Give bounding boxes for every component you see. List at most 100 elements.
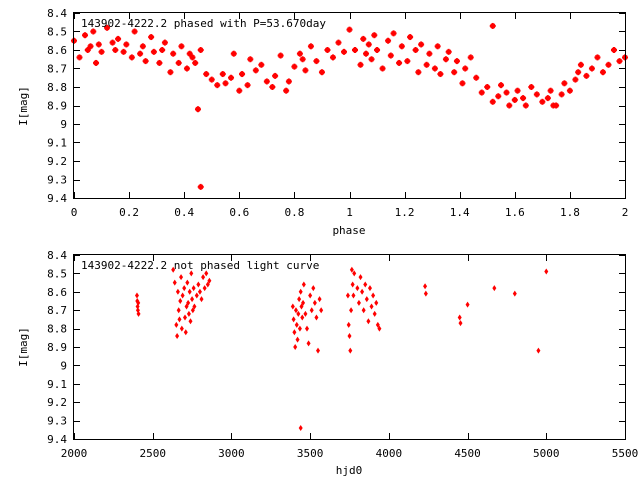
- data-point: [458, 320, 463, 327]
- data-point: [202, 285, 207, 292]
- bottom-y-tick-label: 8.8: [47, 323, 67, 336]
- data-point: [136, 310, 141, 317]
- data-point: [290, 303, 295, 310]
- data-point: [309, 307, 314, 314]
- data-point: [575, 69, 582, 76]
- data-point: [583, 72, 590, 79]
- data-point: [228, 74, 235, 81]
- data-point: [194, 106, 201, 113]
- data-point: [423, 283, 428, 290]
- data-point: [214, 82, 221, 89]
- data-point: [357, 61, 364, 68]
- data-point: [205, 281, 210, 288]
- data-point: [304, 325, 309, 332]
- data-point: [442, 56, 449, 63]
- data-point: [84, 47, 91, 53]
- data-point: [179, 274, 184, 281]
- bottom-plot-frame: [73, 254, 626, 440]
- data-point: [365, 41, 372, 48]
- data-point: [252, 67, 259, 74]
- data-point: [385, 37, 392, 44]
- data-point: [514, 87, 521, 94]
- data-point: [478, 89, 485, 96]
- data-point: [398, 43, 405, 50]
- top-x-tick-label: 0.2: [119, 206, 139, 219]
- bottom-y-tick-label: 9.3: [47, 415, 67, 428]
- top-data-points: [71, 22, 628, 190]
- top-y-tick-label: 9.2: [47, 155, 67, 168]
- data-point: [599, 69, 606, 76]
- data-point: [189, 54, 196, 61]
- top-plot-frame: [73, 12, 626, 199]
- top-y-tick-label: 8.5: [47, 26, 67, 39]
- bottom-y-tick-label: 9.4: [47, 433, 67, 446]
- data-point: [298, 288, 303, 295]
- data-point: [547, 87, 554, 94]
- data-point: [459, 80, 466, 87]
- top-y-tick-label: 9.3: [47, 174, 67, 187]
- bottom-y-tick-label: 8.4: [47, 249, 67, 262]
- data-point: [506, 102, 513, 109]
- data-point: [367, 285, 372, 292]
- data-point: [123, 41, 130, 48]
- data-point: [437, 71, 444, 78]
- data-point: [335, 39, 342, 46]
- data-point: [361, 307, 366, 314]
- data-point: [348, 347, 353, 354]
- data-point: [175, 288, 180, 295]
- data-point: [352, 47, 359, 53]
- data-point: [407, 34, 414, 41]
- data-point: [434, 43, 441, 50]
- data-point: [177, 316, 182, 323]
- data-point: [183, 65, 190, 72]
- data-point: [244, 82, 251, 89]
- data-point: [269, 84, 276, 90]
- data-point: [120, 48, 127, 55]
- data-point: [396, 59, 403, 66]
- data-point: [301, 281, 306, 288]
- data-point: [462, 65, 469, 72]
- data-point: [377, 325, 382, 332]
- data-point: [95, 41, 102, 48]
- bottom-x-tick-label: 5500: [612, 447, 639, 460]
- data-point: [522, 102, 529, 109]
- data-point: [263, 78, 270, 85]
- data-point: [296, 50, 303, 57]
- data-point: [291, 63, 298, 70]
- bottom-y-tick-label: 9.2: [47, 396, 67, 409]
- top-x-tick-label: 1.6: [505, 206, 525, 219]
- data-point: [128, 54, 135, 61]
- data-point: [194, 292, 199, 299]
- data-point: [360, 35, 367, 42]
- data-point: [374, 47, 381, 53]
- data-point: [299, 56, 306, 63]
- data-point: [161, 39, 168, 46]
- data-point: [175, 332, 180, 339]
- data-point: [239, 71, 246, 78]
- data-point: [190, 307, 195, 314]
- data-point: [197, 183, 204, 190]
- bottom-x-tick-label: 2000: [61, 447, 88, 460]
- bottom-y-tick-label: 8.7: [47, 304, 67, 317]
- data-point: [352, 270, 357, 277]
- data-point: [178, 298, 183, 304]
- data-point: [186, 299, 191, 306]
- data-point: [277, 52, 284, 59]
- data-point: [142, 58, 149, 65]
- data-point: [363, 50, 370, 57]
- data-point: [363, 281, 368, 288]
- data-point: [293, 307, 298, 314]
- data-point: [311, 285, 316, 292]
- data-point: [426, 50, 433, 57]
- data-point: [605, 61, 612, 68]
- data-point: [159, 47, 166, 53]
- data-point: [453, 58, 460, 65]
- data-point: [375, 321, 380, 328]
- data-point: [171, 266, 176, 273]
- top-y-tick-label: 8.7: [47, 63, 67, 76]
- data-point: [197, 288, 202, 295]
- data-point: [360, 288, 365, 295]
- data-point: [610, 47, 617, 53]
- data-point: [374, 299, 379, 306]
- top-x-tick-label: 1.8: [560, 206, 580, 219]
